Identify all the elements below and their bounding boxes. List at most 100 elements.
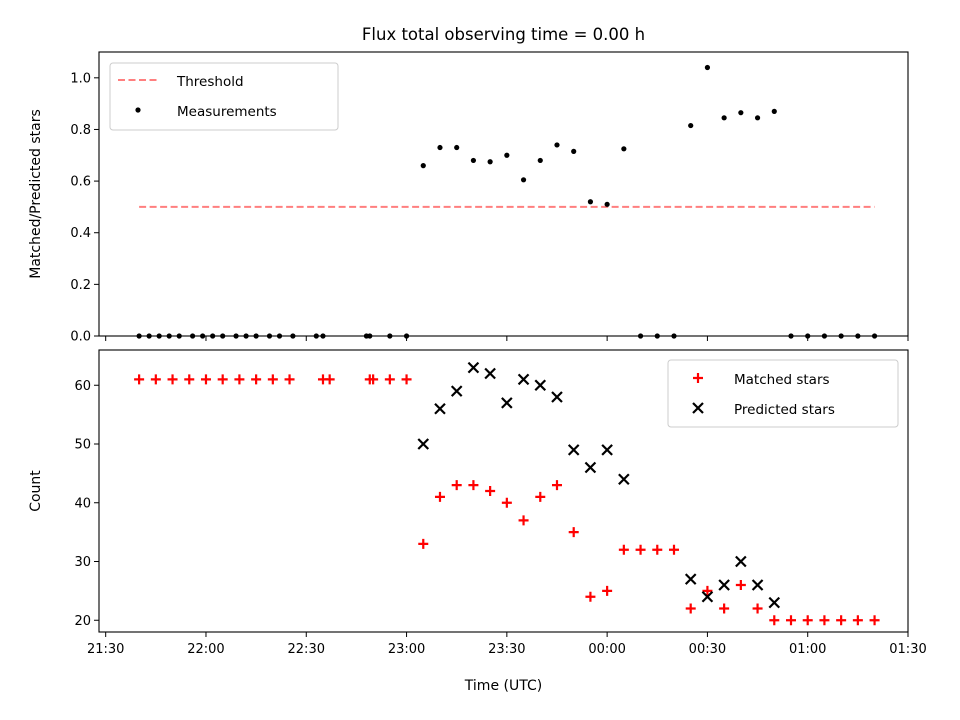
data-point <box>688 122 694 129</box>
data-point <box>618 544 629 555</box>
data-point <box>819 615 830 626</box>
series-predicted-stars <box>417 361 781 609</box>
data-point <box>324 374 335 385</box>
data-point <box>571 148 577 154</box>
data-point <box>217 374 228 385</box>
data-point <box>768 596 781 609</box>
data-point <box>685 603 696 614</box>
data-point <box>485 486 496 496</box>
data-point <box>568 527 579 538</box>
data-point <box>534 379 547 392</box>
data-point <box>467 361 480 374</box>
data-point <box>752 603 763 614</box>
data-point <box>167 374 178 385</box>
data-point <box>554 142 560 148</box>
data-point <box>418 538 429 549</box>
data-point <box>420 163 426 169</box>
x-tick-label: 22:00 <box>187 642 224 657</box>
legend-predicted-swatch <box>692 402 704 414</box>
x-tick-label: 01:00 <box>789 642 826 657</box>
legend: Threshold Measurements <box>109 62 339 131</box>
data-point <box>451 480 462 491</box>
x-tick-label: 21:30 <box>87 642 124 657</box>
data-point <box>735 555 747 568</box>
data-point <box>518 515 529 526</box>
y-tick-label: 0.4 <box>70 226 91 241</box>
chart-title: Flux total observing time = 0.00 h <box>362 25 645 44</box>
star-count-panel: 20 30 40 50 60 21:30 22:00 22:30 23:00 23:30 00:00… <box>28 349 927 694</box>
axes-frame <box>98 349 909 633</box>
y-axis-label: Count <box>28 470 44 512</box>
legend-label: Matched stars <box>734 372 830 388</box>
y-axis-label: Matched/Predicted stars <box>28 109 44 279</box>
data-point <box>384 374 395 385</box>
data-point <box>454 144 460 151</box>
data-point <box>585 591 596 602</box>
legend-box <box>109 62 339 131</box>
data-point <box>668 544 679 555</box>
y-tick-label: 20 <box>74 614 91 629</box>
y-tick-label: 40 <box>74 496 91 511</box>
data-point <box>487 159 493 165</box>
x-tick-label: 00:00 <box>588 642 625 657</box>
data-point <box>802 615 813 626</box>
x-tick-label: 22:30 <box>288 642 325 657</box>
data-point <box>450 385 463 397</box>
data-point <box>587 199 594 205</box>
x-tick-label: 01:30 <box>889 642 926 657</box>
data-point <box>468 480 479 491</box>
data-point <box>869 615 880 626</box>
data-point <box>836 615 847 626</box>
data-point <box>520 177 527 183</box>
data-point <box>401 374 412 385</box>
flux-ratio-panel: 0.0 0.2 0.4 0.6 0.8 1.0 Matched/Predicted star… <box>28 25 909 345</box>
data-point <box>684 573 697 585</box>
data-point <box>368 374 379 385</box>
data-point <box>501 497 512 508</box>
legend: Matched stars Predicted stars <box>667 359 899 428</box>
data-point <box>267 374 278 385</box>
data-point <box>251 374 262 385</box>
y-tick-label: 60 <box>74 379 91 394</box>
data-point <box>604 201 610 207</box>
data-point <box>652 544 663 555</box>
data-point <box>437 144 443 151</box>
data-point <box>735 580 746 590</box>
data-point <box>200 374 211 385</box>
legend-label: Measurements <box>177 104 277 120</box>
data-point <box>537 157 543 164</box>
data-point <box>618 473 630 486</box>
data-point <box>701 590 714 603</box>
data-point <box>704 64 711 71</box>
data-point <box>134 374 145 385</box>
data-point <box>551 480 562 491</box>
y-tick-label: 50 <box>74 438 91 453</box>
data-point <box>621 146 627 152</box>
data-point <box>434 402 446 415</box>
data-point <box>535 491 546 502</box>
data-point <box>771 108 777 114</box>
data-point <box>501 397 513 409</box>
x-tick-label: 23:00 <box>388 642 425 657</box>
x-axis-label: Time (UTC) <box>464 678 542 694</box>
x-tick-label: 23:30 <box>488 642 525 657</box>
x-tick-label: 00:30 <box>689 642 726 657</box>
y-tick-label: 30 <box>74 555 91 570</box>
data-point <box>284 374 295 385</box>
data-point <box>584 461 597 474</box>
legend-label: Predicted stars <box>734 402 835 418</box>
data-point <box>504 152 510 158</box>
legend-box <box>667 359 899 428</box>
series-measurements <box>136 64 878 339</box>
data-point <box>417 438 430 450</box>
data-point <box>484 367 496 380</box>
y-tick-label: 0.6 <box>70 175 91 190</box>
y-tick-label: 0.2 <box>70 278 91 293</box>
data-point <box>719 603 730 614</box>
data-point <box>150 374 161 385</box>
data-point <box>184 374 195 385</box>
legend-label: Threshold <box>176 74 244 90</box>
data-point <box>721 115 727 121</box>
legend-matched-swatch <box>693 373 703 383</box>
